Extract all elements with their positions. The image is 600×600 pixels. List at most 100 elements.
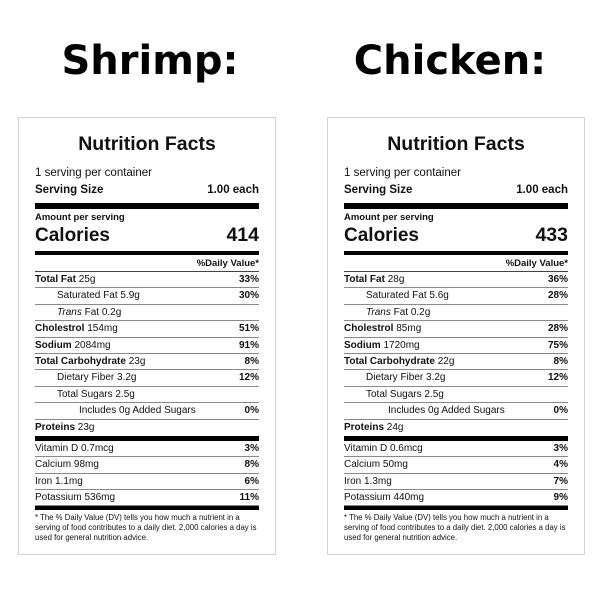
divider-medium [344, 251, 568, 255]
cholestrol-dv: 28% [547, 323, 568, 335]
saturated-fat-dv: 28% [547, 290, 568, 302]
iron-amount: 1.3mg [364, 475, 392, 487]
serving-size-label: Serving Size [344, 184, 413, 196]
row-cholestrol: Cholestrol 154mg 51% [35, 321, 259, 338]
sodium-label: Sodium [344, 339, 381, 351]
saturated-fat-dv: 30% [238, 290, 259, 302]
cholestrol-dv: 51% [238, 323, 259, 335]
trans-fat-amount: 0.2g [410, 306, 431, 318]
total-fat-amount: 25g [78, 274, 96, 285]
row-total-carbohydrate: Total Carbohydrate 23g 8% [35, 354, 259, 371]
row-added-sugars: Includes 0g Added Sugars 0% [35, 403, 259, 420]
row-cholestrol: Cholestrol 85mg 28% [344, 321, 568, 338]
added-sugars-dv: 0% [244, 405, 259, 417]
dietary-fiber-dv: 12% [238, 372, 259, 384]
proteins-label: Proteins [35, 421, 76, 433]
total-fat-amount: 28g [387, 274, 405, 285]
trans-label: Trans [366, 306, 391, 318]
dietary-fiber-dv: 12% [547, 372, 568, 384]
row-proteins: Proteins 23g [35, 420, 259, 436]
calcium-amount: 98mg [73, 459, 99, 471]
calories-value: 414 [226, 224, 259, 246]
divider-thick-vitamins [344, 435, 568, 441]
divider-thick [35, 203, 259, 209]
row-dietary-fiber: Dietary Fiber 3.2g 12% [35, 370, 259, 387]
cholestrol-label: Cholestrol [35, 323, 85, 335]
iron-dv: 7% [553, 475, 568, 487]
calories-row: Calories 414 [35, 224, 259, 247]
calcium-amount: 50mg [382, 459, 408, 471]
saturated-fat-label: Saturated Fat [57, 290, 118, 302]
row-total-sugars: Total Sugars 2.5g [35, 387, 259, 404]
calories-label: Calories [35, 225, 110, 246]
daily-value-footnote: * The % Daily Value (DV) tells you how m… [35, 513, 257, 543]
potassium-dv: 11% [239, 492, 259, 504]
row-added-sugars: Includes 0g Added Sugars 0% [344, 403, 568, 420]
vitamin-d-label: Vitamin D [344, 442, 388, 454]
potassium-dv: 9% [553, 492, 568, 504]
calcium-label: Calcium [35, 459, 72, 471]
row-saturated-fat: Saturated Fat 5.9g 30% [35, 288, 259, 305]
proteins-amount: 24g [386, 421, 404, 433]
total-fat-label: Total Fat [344, 274, 385, 285]
nutrition-panel-chicken: Nutrition Facts 1 serving per container … [327, 117, 585, 555]
heading-chicken: Chicken: [353, 38, 547, 84]
calcium-dv: 4% [553, 459, 568, 471]
total-fat-dv: 33% [238, 274, 259, 285]
row-total-sugars: Total Sugars 2.5g [344, 387, 568, 404]
nutrition-facts-title: Nutrition Facts [387, 133, 525, 155]
calcium-label: Calcium [344, 459, 381, 471]
total-carb-label: Total Carbohydrate [35, 355, 126, 367]
saturated-fat-amount: 5.6g [429, 290, 449, 302]
potassium-amount: 536mg [84, 492, 116, 504]
row-iron: Iron 1.3mg 7% [344, 474, 568, 491]
daily-value-header: %Daily Value* [35, 255, 259, 272]
serving-size-row: Serving Size 1.00 each [35, 183, 259, 197]
row-potassium: Potassium 440mg 9% [344, 490, 568, 507]
proteins-label: Proteins [344, 421, 385, 433]
total-sugars-amount: 2.5g [115, 388, 135, 400]
potassium-amount: 440mg [393, 492, 425, 504]
divider-medium-footer [35, 506, 259, 511]
total-fat-label: Total Fat [35, 274, 76, 285]
total-carb-amount: 22g [437, 355, 455, 367]
daily-value-footnote: * The % Daily Value (DV) tells you how m… [344, 513, 566, 543]
divider-thick [344, 203, 568, 209]
total-carb-amount: 23g [128, 355, 146, 367]
total-fat-dv: 36% [547, 274, 568, 285]
trans-fat-label: Fat [393, 306, 409, 318]
trans-fat-label: Fat [84, 306, 100, 318]
iron-label: Iron [344, 475, 362, 487]
calories-label: Calories [344, 225, 419, 246]
total-carb-label: Total Carbohydrate [344, 355, 435, 367]
cholestrol-amount: 154mg [87, 323, 118, 335]
nutrition-facts-title: Nutrition Facts [78, 133, 216, 155]
amount-per-serving: Amount per serving [35, 212, 125, 223]
daily-value-header: %Daily Value* [344, 255, 568, 272]
row-dietary-fiber: Dietary Fiber 3.2g 12% [344, 370, 568, 387]
trans-label: Trans [57, 306, 82, 318]
added-sugars-label: Includes 0g Added Sugars [79, 405, 196, 417]
total-sugars-label: Total Sugars [366, 388, 422, 400]
divider-medium-footer [344, 506, 568, 511]
dietary-fiber-label: Dietary Fiber [57, 372, 115, 384]
cholestrol-amount: 85mg [396, 323, 422, 335]
added-sugars-label: Includes 0g Added Sugars [388, 405, 505, 417]
calories-value: 433 [535, 224, 568, 246]
row-vitamin-d: Vitamin D 0.6mcg 3% [344, 441, 568, 458]
sodium-dv: 75% [547, 339, 568, 351]
row-potassium: Potassium 536mg 11% [35, 490, 259, 507]
row-calcium: Calcium 98mg 8% [35, 457, 259, 474]
vitamin-d-dv: 3% [244, 442, 259, 454]
vitamin-d-amount: 0.7mcg [80, 442, 114, 454]
iron-amount: 1.1mg [55, 475, 83, 487]
total-sugars-label: Total Sugars [57, 388, 113, 400]
row-calcium: Calcium 50mg 4% [344, 457, 568, 474]
saturated-fat-amount: 5.9g [120, 290, 140, 302]
dietary-fiber-amount: 3.2g [117, 372, 137, 384]
proteins-amount: 23g [77, 421, 95, 433]
sodium-label: Sodium [35, 339, 72, 351]
dietary-fiber-label: Dietary Fiber [366, 372, 424, 384]
sodium-amount: 2084mg [74, 339, 111, 351]
calories-row: Calories 433 [344, 224, 568, 247]
